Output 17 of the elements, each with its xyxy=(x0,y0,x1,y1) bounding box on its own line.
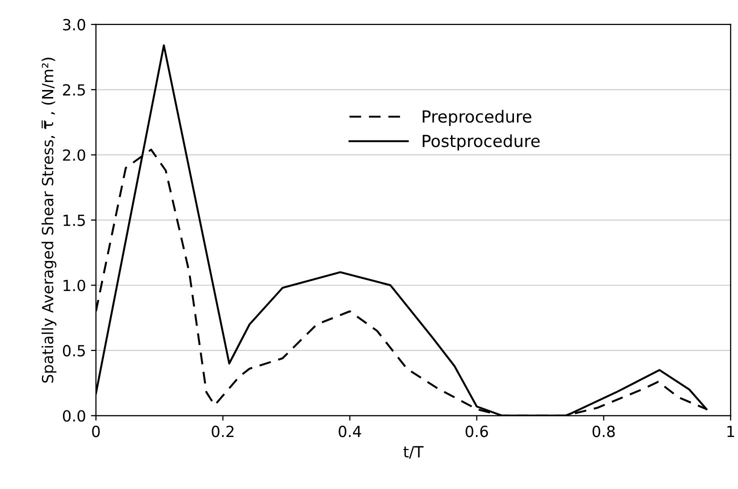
y-tick-label: 3.0 xyxy=(63,18,86,30)
x-tick-label: 0.6 xyxy=(466,426,488,438)
legend-label: Postprocedure xyxy=(422,134,540,150)
x-tick-label: 1 xyxy=(727,426,734,437)
x-tick-label: 0.8 xyxy=(592,426,615,438)
x-tick-label: 0 xyxy=(92,426,100,438)
y-tick-label: 2.5 xyxy=(63,84,85,96)
x-axis-title: t/T xyxy=(403,446,424,459)
legend-label: Preprocedure xyxy=(422,110,532,126)
y-tick-label: 0.0 xyxy=(62,410,86,422)
x-tick-label: 0.2 xyxy=(212,426,234,438)
y-axis-title: Spatially Averaged Shear Stress, τ̿ , (N/m²) xyxy=(42,58,56,383)
y-tick-label: 0.5 xyxy=(62,344,85,356)
y-tick-label: 1.0 xyxy=(64,280,86,292)
y-tick-label: 1.5 xyxy=(64,214,85,226)
x-tick-label: 0.4 xyxy=(338,426,362,438)
y-tick-label: 2.0 xyxy=(63,149,86,161)
